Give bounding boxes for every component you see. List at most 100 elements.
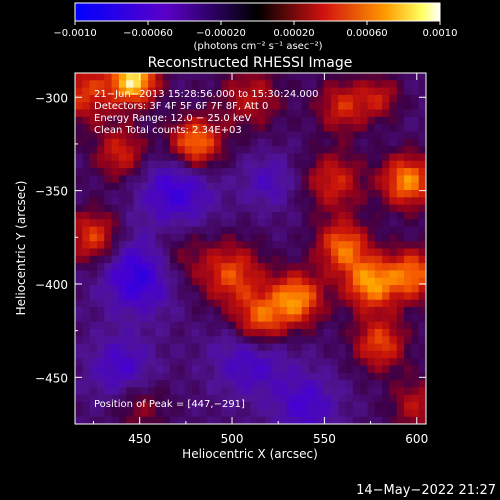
heatmap-cell: [89, 380, 98, 388]
heatmap-cell: [228, 358, 237, 366]
heatmap-cell: [162, 102, 171, 110]
heatmap-cell: [221, 138, 229, 147]
heatmap-cell: [243, 116, 251, 125]
heatmap-cell: [279, 190, 288, 198]
heatmap-cell: [257, 409, 266, 418]
heatmap-cell: [338, 402, 346, 410]
heatmap-cell: [221, 80, 229, 89]
heatmap-cell: [418, 394, 426, 403]
heatmap-cell: [411, 314, 420, 323]
heatmap-cell: [192, 204, 200, 213]
heatmap-cell: [404, 336, 412, 344]
heatmap-cell: [235, 168, 244, 176]
heatmap-cell: [235, 197, 244, 206]
heatmap-cell: [243, 233, 251, 242]
heatmap-cell: [96, 380, 105, 388]
heatmap-cell: [279, 328, 288, 337]
heatmap-cell: [206, 168, 215, 176]
heatmap-cell: [389, 153, 398, 162]
heatmap-cell: [184, 116, 193, 125]
heatmap-cell: [250, 387, 259, 396]
heatmap-cell: [250, 124, 259, 132]
heatmap-cell: [382, 102, 390, 110]
heatmap-cell: [192, 211, 200, 220]
heatmap-cell: [206, 394, 215, 403]
heatmap-cell: [323, 109, 332, 118]
heatmap-cell: [294, 109, 303, 118]
heatmap-cell: [272, 211, 281, 220]
heatmap-cell: [382, 233, 390, 242]
heatmap-cell: [396, 292, 405, 301]
heatmap-cell: [411, 358, 420, 366]
heatmap-cell: [316, 182, 325, 191]
heatmap-cell: [104, 365, 112, 374]
heatmap-cell: [345, 87, 354, 96]
heatmap-cell: [177, 277, 186, 286]
heatmap-cell: [199, 277, 208, 286]
heatmap-cell: [96, 109, 105, 118]
heatmap-cell: [396, 94, 405, 103]
heatmap-cell: [140, 299, 149, 308]
heatmap-cell: [206, 358, 215, 366]
heatmap-cell: [250, 94, 259, 103]
heatmap-cell: [221, 73, 229, 81]
heatmap-cell: [338, 292, 346, 301]
heatmap-cell: [316, 387, 325, 396]
heatmap-cell: [418, 241, 426, 249]
heatmap-cell: [265, 94, 273, 103]
annotation-line: Clean Total counts: 2.34E+03: [94, 125, 242, 136]
heatmap-cell: [316, 314, 325, 323]
heatmap-cell: [404, 372, 412, 381]
heatmap-cell: [367, 109, 376, 118]
heatmap-cell: [177, 116, 186, 125]
heatmap-cell: [82, 219, 91, 227]
heatmap-cell: [338, 270, 346, 279]
heatmap-cell: [177, 409, 186, 418]
heatmap-cell: [111, 409, 120, 418]
heatmap-cell: [345, 270, 354, 279]
heatmap-cell: [133, 321, 142, 330]
heatmap-cell: [404, 328, 412, 337]
heatmap-cell: [374, 372, 383, 381]
heatmap-cell: [148, 416, 156, 424]
heatmap-cell: [352, 204, 361, 213]
heatmap-cell: [177, 204, 186, 213]
heatmap-cell: [82, 190, 91, 198]
heatmap-cell: [148, 292, 156, 301]
heatmap-cell: [206, 402, 215, 410]
heatmap-cell: [89, 219, 98, 227]
heatmap-cell: [199, 182, 208, 191]
heatmap-cell: [213, 94, 222, 103]
heatmap-cell: [279, 197, 288, 206]
heatmap-cell: [301, 87, 310, 96]
heatmap-cell: [162, 402, 171, 410]
heatmap-cell: [279, 116, 288, 125]
y-tick-label: −450: [35, 371, 68, 385]
heatmap-cell: [279, 409, 288, 418]
heatmap-cell: [82, 292, 91, 301]
heatmap-cell: [192, 138, 200, 147]
heatmap-cell: [133, 182, 142, 191]
heatmap-cell: [367, 394, 376, 403]
heatmap-cell: [360, 197, 368, 206]
heatmap-cell: [374, 233, 383, 242]
heatmap-cell: [126, 314, 134, 323]
heatmap-cell: [404, 358, 412, 366]
heatmap-cell: [184, 328, 193, 337]
heatmap-cell: [316, 343, 325, 352]
heatmap-cell: [243, 131, 251, 140]
heatmap-cell: [396, 102, 405, 110]
heatmap-cell: [338, 102, 346, 110]
heatmap-cell: [250, 277, 259, 286]
heatmap-cell: [177, 124, 186, 132]
heatmap-cell: [250, 109, 259, 118]
heatmap-cell: [89, 138, 98, 147]
heatmap-cell: [221, 292, 229, 301]
heatmap-cell: [140, 336, 149, 344]
heatmap-cell: [382, 219, 390, 227]
heatmap-cell: [374, 116, 383, 125]
heatmap-cell: [111, 314, 120, 323]
heatmap-cell: [206, 314, 215, 323]
heatmap-cell: [206, 124, 215, 132]
heatmap-cell: [221, 307, 229, 315]
